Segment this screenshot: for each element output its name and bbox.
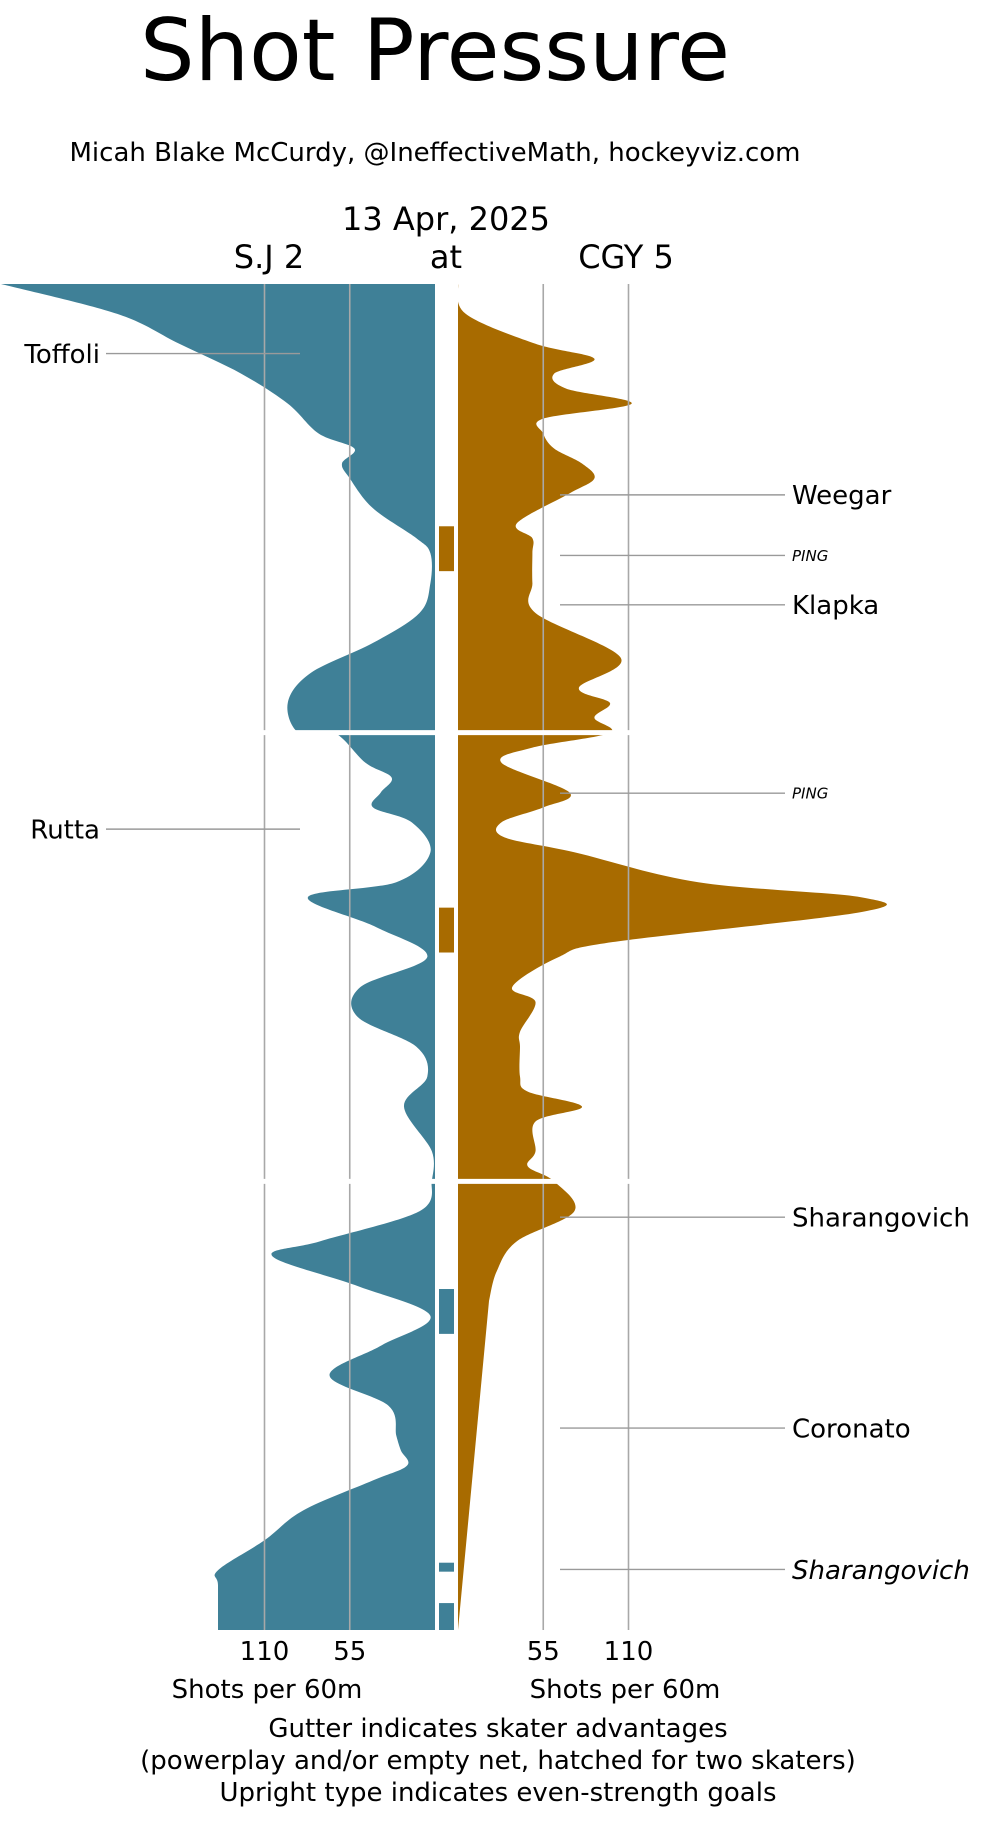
at-label: at: [429, 238, 463, 276]
center-gutter: [435, 284, 458, 1630]
gutter-mark-sj: [439, 1289, 454, 1334]
goal-label-weegar: Weegar: [792, 481, 892, 511]
x-tick-right-110: 110: [604, 1637, 654, 1667]
goal-label-klapka: Klapka: [792, 591, 879, 621]
x-tick-left-55: 55: [333, 1637, 366, 1667]
goal-label-sharangovich: Sharangovich: [792, 1204, 970, 1234]
home-team-score: CGY 5: [578, 238, 674, 276]
gutter-mark-cgy: [439, 907, 454, 953]
goal-label-toffoli: Toffoli: [23, 340, 100, 370]
goal-label-rutta: Rutta: [30, 815, 100, 845]
gutter-mark-sj: [439, 1562, 454, 1572]
footer-line-2: (powerplay and/or empty net, hatched for…: [140, 1746, 856, 1776]
x-axis-label-right: Shots per 60m: [530, 1675, 721, 1705]
chart-byline: Micah Blake McCurdy, @IneffectiveMath, h…: [69, 138, 801, 168]
goal-label-sharangovich: Sharangovich: [792, 1556, 970, 1586]
footer-line-1: Gutter indicates skater advantages: [268, 1714, 728, 1744]
goal-label-coronato: Coronato: [792, 1414, 911, 1444]
gutter-mark-cgy: [439, 526, 454, 572]
gutter-mark-sj: [439, 1603, 454, 1630]
x-tick-right-55: 55: [527, 1637, 560, 1667]
footer-line-3: Upright type indicates even-strength goa…: [219, 1778, 777, 1808]
game-date: 13 Apr, 2025: [341, 200, 551, 238]
x-tick-left-110: 110: [240, 1637, 290, 1667]
x-axis-label-left: Shots per 60m: [172, 1675, 363, 1705]
chart-title: Shot Pressure: [140, 1, 730, 101]
goal-label-ping: PING: [792, 785, 828, 803]
series-area-sj: [1, 284, 435, 1630]
away-team-score: S.J 2: [233, 238, 305, 276]
goal-label-ping: PING: [792, 547, 828, 565]
